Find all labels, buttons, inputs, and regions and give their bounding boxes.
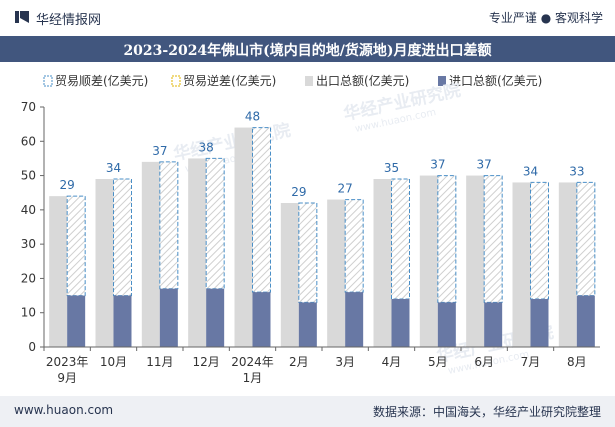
export-bar — [188, 158, 207, 347]
surplus-bar — [298, 202, 318, 303]
tagline: 专业严谨 ● 客观科学 — [488, 11, 603, 25]
import-bar — [252, 292, 271, 347]
export-bar — [327, 199, 346, 347]
y-tick-label: 70 — [21, 100, 36, 114]
export-bar — [373, 179, 392, 347]
import-bar — [206, 288, 225, 347]
y-tick-label: 50 — [21, 169, 36, 183]
export-bar — [419, 175, 438, 347]
import-bar — [113, 295, 132, 347]
import-bar — [576, 295, 595, 347]
y-tick-label: 20 — [21, 271, 36, 285]
legend-label: 出口总额(亿美元) — [316, 73, 409, 88]
y-tick-label: 0 — [28, 340, 36, 354]
legend-swatch — [438, 76, 446, 86]
y-tick-label: 60 — [21, 134, 36, 148]
surplus-bar — [437, 175, 457, 303]
surplus-bar — [252, 127, 271, 293]
x-tick-label: 6月 — [474, 355, 494, 369]
import-bar — [298, 302, 317, 347]
import-bar — [530, 299, 549, 347]
export-bar — [280, 203, 299, 347]
import-bar — [391, 299, 410, 347]
surplus-bar — [344, 199, 364, 293]
export-bar — [466, 175, 485, 347]
surplus-bar — [205, 157, 225, 290]
export-bar — [234, 127, 253, 347]
y-axis: 0 10 20 30 40 50 60 70 — [21, 100, 45, 354]
import-bar — [345, 292, 364, 347]
data-label: 34 — [106, 161, 121, 175]
surplus-bar — [576, 181, 596, 297]
surplus-bar — [483, 175, 503, 303]
data-label: 27 — [338, 182, 353, 196]
x-tick-label: 11月 — [146, 355, 173, 369]
x-tick-label: 7月 — [521, 355, 541, 369]
title-bar: 2023-2024年佛山市(境内目的地/货源地)月度进出口差额 — [0, 36, 615, 62]
footer-source: 数据来源：中国海关，华经产业研究院整理 — [372, 405, 601, 419]
y-tick-label: 30 — [21, 237, 36, 251]
import-bar — [484, 302, 503, 347]
data-label: 37 — [152, 144, 167, 158]
data-label: 48 — [245, 110, 260, 124]
surplus-bar — [530, 181, 549, 300]
chart: 贸易顺差(亿美元) 贸易逆差(亿美元) 出口总额(亿美元) 进口总额(亿美元) 华经产… — [21, 73, 600, 385]
y-tick-label: 40 — [21, 203, 36, 217]
legend-label: 进口总额(亿美元) — [449, 73, 542, 88]
huajing-logo-icon — [15, 11, 29, 23]
bars-group: 29 34 37 38 48 29 27 35 37 37 34 33 — [49, 110, 596, 347]
data-label: 34 — [523, 164, 538, 178]
data-label: 38 — [199, 140, 214, 154]
x-tick-label: 4月 — [382, 355, 402, 369]
surplus-bar — [66, 195, 86, 297]
x-tick-label: 12月 — [193, 355, 220, 369]
export-bar — [49, 196, 68, 347]
footer-site: www.huaon.com — [14, 403, 114, 417]
data-label: 33 — [569, 164, 584, 178]
legend-label: 贸易逆差(亿美元) — [183, 73, 276, 88]
legend-label: 贸易顺差(亿美元) — [55, 73, 148, 88]
data-label: 37 — [430, 158, 445, 172]
legend-swatch — [43, 75, 53, 87]
data-label: 29 — [60, 178, 75, 192]
top-bar: 华经情报网 专业严谨 ● 客观科学 — [0, 0, 615, 36]
x-tick-label: 10月 — [100, 355, 127, 369]
footer: www.huaon.com 数据来源：中国海关，华经产业研究院整理 — [0, 396, 615, 427]
x-tick-label: 3月 — [335, 355, 355, 369]
y-tick-label: 10 — [21, 306, 36, 320]
surplus-bar — [113, 178, 132, 297]
chart-title: 2023-2024年佛山市(境内目的地/货源地)月度进出口差额 — [123, 43, 492, 59]
x-tick-label: 2023年 — [46, 355, 89, 369]
data-label: 37 — [477, 158, 492, 172]
x-tick-label: 9月 — [57, 371, 77, 385]
x-axis: 2023年 9月 10月 11月 12月 2024年 1月 2月 3月 4月 5月 6月 7月 8月 — [43, 346, 600, 385]
brand-name: 华经情报网 — [36, 13, 102, 28]
data-label: 29 — [291, 185, 306, 199]
x-tick-label: 5月 — [428, 355, 448, 369]
import-bar — [67, 295, 86, 347]
data-label: 35 — [384, 161, 399, 175]
export-bar — [141, 161, 160, 347]
x-tick-label: 1月 — [243, 371, 263, 385]
legend: 贸易顺差(亿美元) 贸易逆差(亿美元) 出口总额(亿美元) 进口总额(亿美元) — [43, 73, 542, 88]
export-bar — [95, 179, 114, 347]
surplus-bar — [159, 161, 179, 290]
import-bar — [437, 302, 456, 347]
x-tick-label: 2024年 — [231, 355, 274, 369]
export-bar — [558, 182, 577, 347]
x-tick-label: 2月 — [289, 355, 309, 369]
legend-swatch — [171, 75, 181, 87]
surplus-bar — [391, 178, 410, 300]
import-bar — [159, 288, 178, 347]
export-bar — [512, 182, 531, 347]
legend-swatch — [305, 76, 313, 86]
x-tick-label: 8月 — [567, 355, 587, 369]
